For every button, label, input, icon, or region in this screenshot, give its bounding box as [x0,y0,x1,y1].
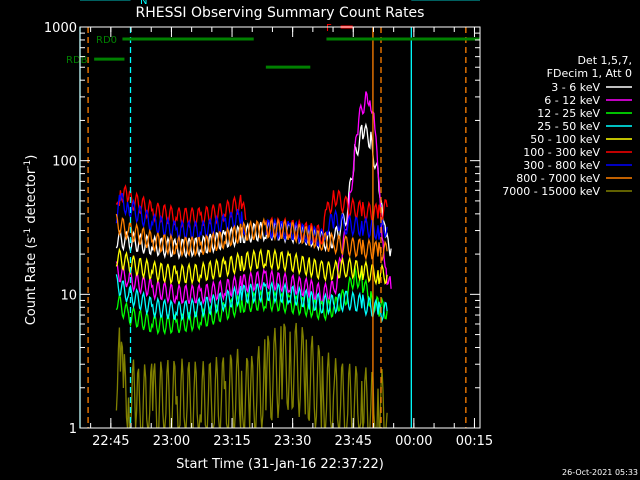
series-3 [115,274,388,323]
legend-header-0: Det 1,5,7, [577,54,632,67]
x-tick-label-6: 00:15 [456,434,493,449]
series-line-1-0 [115,91,392,306]
y-tick-label-2: 100 [52,155,77,170]
legend-label-1: 6 - 12 keV [544,94,600,107]
series-line-3-0 [115,274,388,323]
series-line-6-0 [115,193,247,243]
legend-label-2: 12 - 25 keV [537,107,600,120]
legend-label-7: 800 - 7000 keV [516,172,600,185]
series-8 [115,322,388,428]
flag-label-1: N [140,0,147,7]
flag-label-3: RDB [66,55,88,66]
axes-layer: 1 10 100 1000 22:45 23:00 23:15 23:30 23:45 00:00… [44,21,493,449]
footer-date: 26-Oct-2021 05:33 [562,468,638,477]
series-7 [115,213,388,261]
x-tick-label-2: 23:15 [213,434,250,449]
x-axis-label: Start Time (31-Jan-16 22:37:22) [176,457,384,472]
legend-label-8: 7000 - 15000 keV [502,185,600,198]
series-1 [115,91,392,306]
x-tick-label-5: 00:00 [395,434,432,449]
x-tick-label-3: 23:30 [274,434,311,449]
x-tick-label-0: 22:45 [92,434,129,449]
series-line-0-0 [115,122,392,261]
y-axis-label-main: Count Rate (s [24,237,39,326]
chart-title: RHESSI Observing Summary Count Rates [136,5,425,21]
y-axis-label-sup1: -1 [23,228,33,237]
plot-frame [79,26,481,429]
series-6 [115,193,388,248]
flag-label-4: F [326,23,332,34]
series-layer [115,91,392,428]
legend-label-0: 3 - 6 keV [551,81,600,94]
legend-label-3: 25 - 50 keV [537,120,600,133]
flags-layer: SNRD0RDBF [66,0,480,428]
y-tick-label-0: 1 [69,422,77,437]
series-line-8-0 [115,322,388,428]
series-line-7-0 [115,213,388,261]
legend-label-6: 300 - 800 keV [523,159,600,172]
legend-label-5: 100 - 300 keV [523,146,600,159]
x-tick-label-4: 23:45 [335,434,372,449]
y-axis-label: Count Rate (s-1 detector-1) [23,155,39,326]
y-axis-label-end: ) [24,155,39,160]
y-axis-label-mid: detector [24,168,39,228]
series-4 [115,247,388,286]
legend-header-1: FDecim 1, Att 0 [547,67,632,80]
y-tick-label-3: 1000 [44,21,77,36]
series-line-4-0 [115,247,388,286]
flag-label-2: RD0 [96,35,117,46]
y-tick-label-1: 10 [60,288,77,303]
series-line-6-1 [265,208,388,248]
legend-label-4: 50 - 100 keV [530,133,600,146]
x-tick-label-1: 23:00 [153,434,190,449]
y-axis-label-sup2: -1 [23,160,33,169]
series-0 [115,122,392,261]
